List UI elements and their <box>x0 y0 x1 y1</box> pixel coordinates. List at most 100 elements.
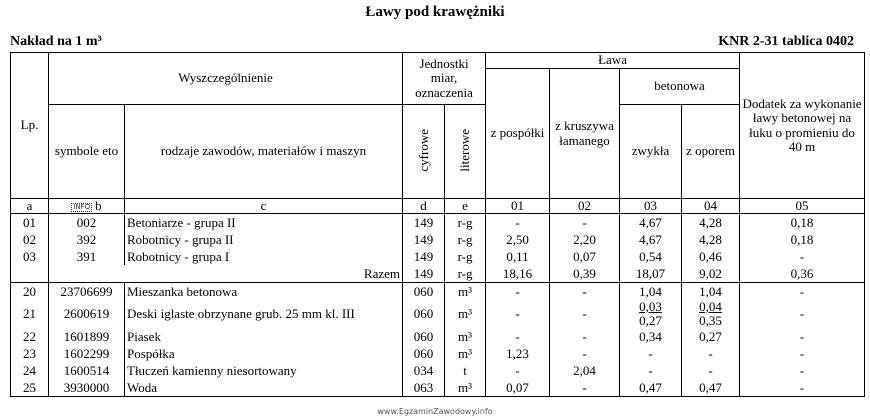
table-row: 20 23706699 Mieszanka betonowa 060 m³ - … <box>10 282 866 301</box>
value-03-cell: 0,03 0,27 <box>619 299 683 329</box>
value-04-cell: 4,28 <box>681 213 741 232</box>
name-cell: Woda <box>123 379 404 398</box>
unit-code-cell: 149 <box>402 265 446 284</box>
razem-label: Razem <box>47 265 404 284</box>
literowe-label: literowe <box>457 128 472 172</box>
symbol-cell: 002 <box>48 213 125 232</box>
unit-code-cell: 060 <box>402 300 446 329</box>
unit-cell: m³ <box>444 300 487 329</box>
value-02-cell: 0,07 <box>549 248 621 266</box>
lp-cell: 21 <box>10 300 49 329</box>
lp-cell: 20 <box>10 282 49 301</box>
letter-e: e <box>444 197 487 215</box>
value-01-cell: - <box>485 282 551 301</box>
unit-cell: m³ <box>444 328 487 346</box>
col-rodzaje-header: rodzaje zawodów, materiałów i maszyn <box>123 104 404 199</box>
value-04-cell: 1,04 <box>681 282 741 301</box>
norm-basis-label: Nakład na 1 m³ <box>10 34 102 49</box>
value-05-cell: - <box>739 379 866 398</box>
symbol-cell: 391 <box>48 248 125 266</box>
value-05-cell: - <box>739 282 866 301</box>
symbol-cell: 1601899 <box>48 328 125 346</box>
value-02-cell: - <box>549 328 621 346</box>
value-04-cell: 4,28 <box>681 231 741 249</box>
value-04-lower: 0,35 <box>699 313 722 329</box>
letter-04: 04 <box>681 197 741 215</box>
material-group: 20 23706699 Mieszanka betonowa 060 m³ - … <box>10 282 866 398</box>
info-stamp-icon: INFO <box>71 202 93 212</box>
col-lawa-header: Ława <box>485 52 741 69</box>
value-03-cell: 18,07 <box>619 265 683 284</box>
name-cell: Mieszanka betonowa <box>123 282 404 301</box>
value-02-cell: - <box>549 282 621 301</box>
letter-02: 02 <box>549 197 621 215</box>
unit-cell: m³ <box>444 345 487 363</box>
letter-b: b <box>95 198 102 213</box>
value-03-cell: 0,47 <box>619 379 683 398</box>
value-01-cell: 0,07 <box>485 379 551 398</box>
unit-cell: m³ <box>444 282 487 301</box>
letter-05: 05 <box>739 197 866 215</box>
value-04-cell: 0,46 <box>681 248 741 266</box>
symbol-cell: 392 <box>48 231 125 249</box>
name-cell: Robotnicy - grupa I <box>123 248 404 266</box>
value-03-cell: 4,67 <box>619 231 683 249</box>
letter-a: a <box>10 197 49 215</box>
table-row: 02 392 Robotnicy - grupa II 149 r-g 2,50… <box>10 231 866 249</box>
value-05-cell: - <box>739 328 866 346</box>
value-03-cell: 0,54 <box>619 248 683 266</box>
value-05-cell: - <box>739 345 866 363</box>
table-row: 24 1600514 Tłuczeń kamienny niesortowany… <box>10 362 866 380</box>
unit-code-cell: 060 <box>402 328 446 346</box>
value-02-cell: 2,04 <box>549 362 621 380</box>
value-01-cell: - <box>485 300 551 329</box>
value-02-cell: 2,20 <box>549 231 621 249</box>
value-05-cell: - <box>739 248 866 266</box>
value-01-cell: - <box>485 213 551 232</box>
col-betonowa-header: betonowa <box>619 68 741 105</box>
labor-group: 01 002 Betoniarze - grupa II 149 r-g - -… <box>10 213 866 284</box>
letter-c: c <box>123 197 404 215</box>
name-cell: Tłuczeń kamienny niesortowany <box>123 362 404 380</box>
value-04-cell: - <box>681 362 741 380</box>
value-04-cell: 0,27 <box>681 328 741 346</box>
norm-table: Lp. Wyszczególnienie Jednostki miar, ozn… <box>10 52 866 398</box>
value-03-upper: 0,03 <box>639 299 662 315</box>
name-cell: Deski iglaste obrzynane grub. 25 mm kl. … <box>123 300 404 329</box>
table-row: 23 1602299 Pospółka 060 m³ 1,23 - - - - <box>10 345 866 363</box>
value-05-cell: 0,18 <box>739 231 866 249</box>
value-04-cell: 0,47 <box>681 379 741 398</box>
value-03-cell: 1,04 <box>619 282 683 301</box>
unit-code-cell: 149 <box>402 231 446 249</box>
value-04-cell: 9,02 <box>681 265 741 284</box>
symbol-cell: 3930000 <box>48 379 125 398</box>
value-01-cell: - <box>485 362 551 380</box>
col-jednostki-header: Jednostki miar, oznaczenia <box>402 52 487 105</box>
value-02-cell: - <box>549 213 621 232</box>
table-row: 01 002 Betoniarze - grupa II 149 r-g - -… <box>10 213 866 232</box>
value-02-cell: 0,39 <box>549 265 621 284</box>
watermark: www.EgzaminZawodowy.info <box>377 407 493 416</box>
col-lp-header: Lp. <box>10 52 49 199</box>
value-04-cell: 0,04 0,35 <box>681 299 741 329</box>
lp-cell: 24 <box>10 362 49 380</box>
table-row: 03 391 Robotnicy - grupa I 149 r-g 0,11 … <box>10 248 866 266</box>
lp-cell: 23 <box>10 345 49 363</box>
unit-code-cell: 149 <box>402 248 446 266</box>
letter-b-cell: INFO b <box>48 197 125 215</box>
table-row: 25 3930000 Woda 063 m³ 0,07 - 0,47 0,47 … <box>10 379 866 398</box>
lp-cell: 22 <box>10 328 49 346</box>
value-01-cell: 18,16 <box>485 265 551 284</box>
cyfrowe-label: cyfrowe <box>415 128 431 172</box>
value-01-cell: 0,11 <box>485 248 551 266</box>
value-05-cell: 0,36 <box>739 265 866 284</box>
col-literowe-header: literowe <box>444 104 487 199</box>
col-wyszczegolnienie-header: Wyszczególnienie <box>47 52 404 105</box>
lp-cell: 25 <box>10 379 49 398</box>
value-02-cell: - <box>549 300 621 329</box>
value-01-cell: 2,50 <box>485 231 551 249</box>
col-z-oporem-header: z oporem <box>681 104 741 199</box>
page-title: Ławy pod krawężniki <box>365 4 505 20</box>
col-z-pospolki-header: z pospółki <box>485 68 551 199</box>
symbol-cell: 2600619 <box>48 300 125 329</box>
